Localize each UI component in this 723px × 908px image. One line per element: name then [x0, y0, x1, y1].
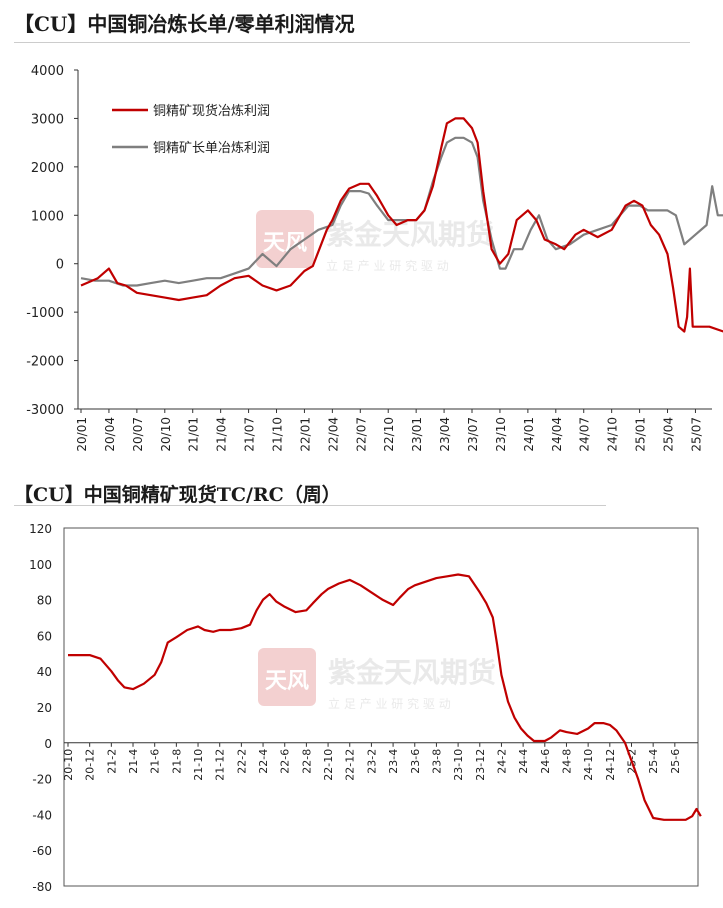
chart2-x-tick-label: 22-2 [235, 749, 248, 774]
chart2-x-tick-label: 23-10 [452, 749, 465, 781]
chart2-y-tick-label: -40 [32, 808, 52, 822]
chart1-y-tick-label: 2000 [31, 161, 64, 176]
chart1-x-tick-label: 25/04 [662, 417, 676, 452]
chart1-y-tick-label: -2000 [26, 355, 64, 370]
chart2-plot-frame [63, 527, 699, 887]
chart1-x-tick-label: 22/10 [382, 417, 396, 452]
chart2-y-tick-label: -60 [32, 844, 52, 858]
chart1-watermark-brand: 紫金天风期货 [326, 218, 494, 251]
chart1-x-tick-label: 22/07 [354, 417, 368, 452]
chart1-y-tick-label: -3000 [26, 403, 64, 418]
chart1-y-tick-label: 0 [56, 258, 64, 273]
chart2-y-tick-label: -20 [32, 773, 52, 787]
chart2-watermark-slogan: 立 足 产 业 研 究 驱 动 [328, 696, 451, 711]
chart1-y-tick-label: -1000 [26, 306, 64, 321]
chart1-x-tick-label: 22/01 [298, 417, 312, 452]
chart1-x-tick-label: 20/01 [75, 417, 89, 452]
chart2-y-tick-label: -80 [32, 880, 52, 894]
chart2-x-tick-label: 20-12 [84, 749, 97, 781]
chart2-y-tick-label: 20 [37, 701, 52, 715]
chart2-y-tick-label: 100 [29, 558, 52, 572]
chart2-watermark-seal [258, 648, 316, 706]
chart2-x-tick-label: 24-10 [582, 749, 595, 781]
chart2-x-tick-label: 23-4 [387, 749, 400, 774]
chart1-x-tick-label: 21/07 [243, 417, 257, 452]
chart2-x-tick-label: 22-10 [322, 749, 335, 781]
chart2-y-tick-label: 60 [37, 629, 52, 643]
chart2-x-tick-label: 24-6 [539, 749, 552, 774]
chart2-x-tick-label: 24-12 [604, 749, 617, 781]
chart2-x-tick-label: 24-2 [495, 749, 508, 774]
chart2-y-tick-label: 120 [29, 522, 52, 536]
chart1-series-line-0 [80, 117, 723, 333]
chart1-watermark-seal [256, 210, 314, 268]
chart1-title-rule [14, 42, 690, 43]
chart2-x-tick-label: 21-6 [149, 749, 162, 774]
chart1-x-tick-label: 23/01 [410, 417, 424, 452]
chart1-y-tick-label: 3000 [31, 112, 64, 127]
chart1-x-tick-label: 21/10 [271, 417, 285, 452]
chart2-x-tick-label: 24-8 [560, 749, 573, 774]
chart1-x-tick-label: 24/07 [578, 417, 592, 452]
chart1-x-tick-label: 21/01 [187, 417, 201, 452]
chart1-x-tick-label: 24/04 [550, 417, 564, 452]
chart2-watermark-seal-text: 天风 [265, 669, 309, 694]
chart1-x-tick-label: 22/04 [326, 417, 340, 452]
chart2-x-tick-label: 25-6 [669, 749, 682, 774]
chart1-watermark-slogan: 立 足 产 业 研 究 驱 动 [326, 258, 449, 273]
chart1-x-tick-label: 21/04 [215, 417, 229, 452]
chart1-title: 【CU】中国铜冶炼长单/零单利润情况 [14, 12, 355, 36]
chart1-x-tick-label: 25/01 [634, 417, 648, 452]
chart2-title-rule [14, 505, 606, 506]
chart2-series-line [68, 573, 702, 821]
chart1-x-tick-label: 23/04 [438, 417, 452, 452]
chart1-x-tick-label: 20/04 [103, 417, 117, 452]
chart2-x-tick-label: 21-12 [214, 749, 227, 781]
chart1-y-tick-label: 4000 [31, 64, 64, 79]
chart2-x-tick-label: 23-2 [365, 749, 378, 774]
chart1-x-tick-label: 23/10 [494, 417, 508, 452]
chart2-title: 【CU】中国铜精矿现货TC/RC（周） [14, 484, 341, 506]
chart2-x-tick-label: 23-6 [409, 749, 422, 774]
chart1-x-tick-label: 25/07 [689, 417, 703, 452]
chart1-legend-label-0: 铜精矿现货冶炼利润 [153, 103, 270, 119]
chart1-x-tick-label: 20/10 [159, 417, 173, 452]
chart2-y-tick-label: 80 [37, 594, 52, 608]
chart2-x-tick-label: 22-4 [257, 749, 270, 774]
chart2-watermark-brand: 紫金天风期货 [328, 656, 496, 689]
chart2-y-tick-label: 0 [44, 737, 52, 751]
chart2-x-tick-label: 23-12 [474, 749, 487, 781]
chart1-x-tick-label: 23/07 [466, 417, 480, 452]
chart2-x-tick-label: 24-4 [517, 749, 530, 774]
chart2-x-tick-label: 21-4 [127, 749, 140, 774]
chart1-y-tick-label: 1000 [31, 209, 64, 224]
chart1-x-tick-label: 24/01 [522, 417, 536, 452]
chart2-y-tick-label: 40 [37, 665, 52, 679]
chart1-series-line-1 [80, 136, 723, 287]
chart2-x-tick-label: 20-10 [62, 749, 75, 781]
chart2-x-tick-label: 25-4 [647, 749, 660, 774]
chart2-x-tick-label: 21-10 [192, 749, 205, 781]
chart2-x-tick-label: 22-8 [300, 749, 313, 774]
chart1-x-tick-label: 24/10 [606, 417, 620, 452]
chart2-x-tick-label: 21-2 [105, 749, 118, 774]
chart2-x-tick-label: 22-6 [279, 749, 292, 774]
chart2-x-tick-label: 23-8 [430, 749, 443, 774]
chart1-x-tick-label: 20/07 [131, 417, 145, 452]
chart1-legend-label-1: 铜精矿长单冶炼利润 [153, 141, 270, 156]
chart2-x-tick-label: 21-8 [170, 749, 183, 774]
chart2-x-tick-label: 22-12 [344, 749, 357, 781]
